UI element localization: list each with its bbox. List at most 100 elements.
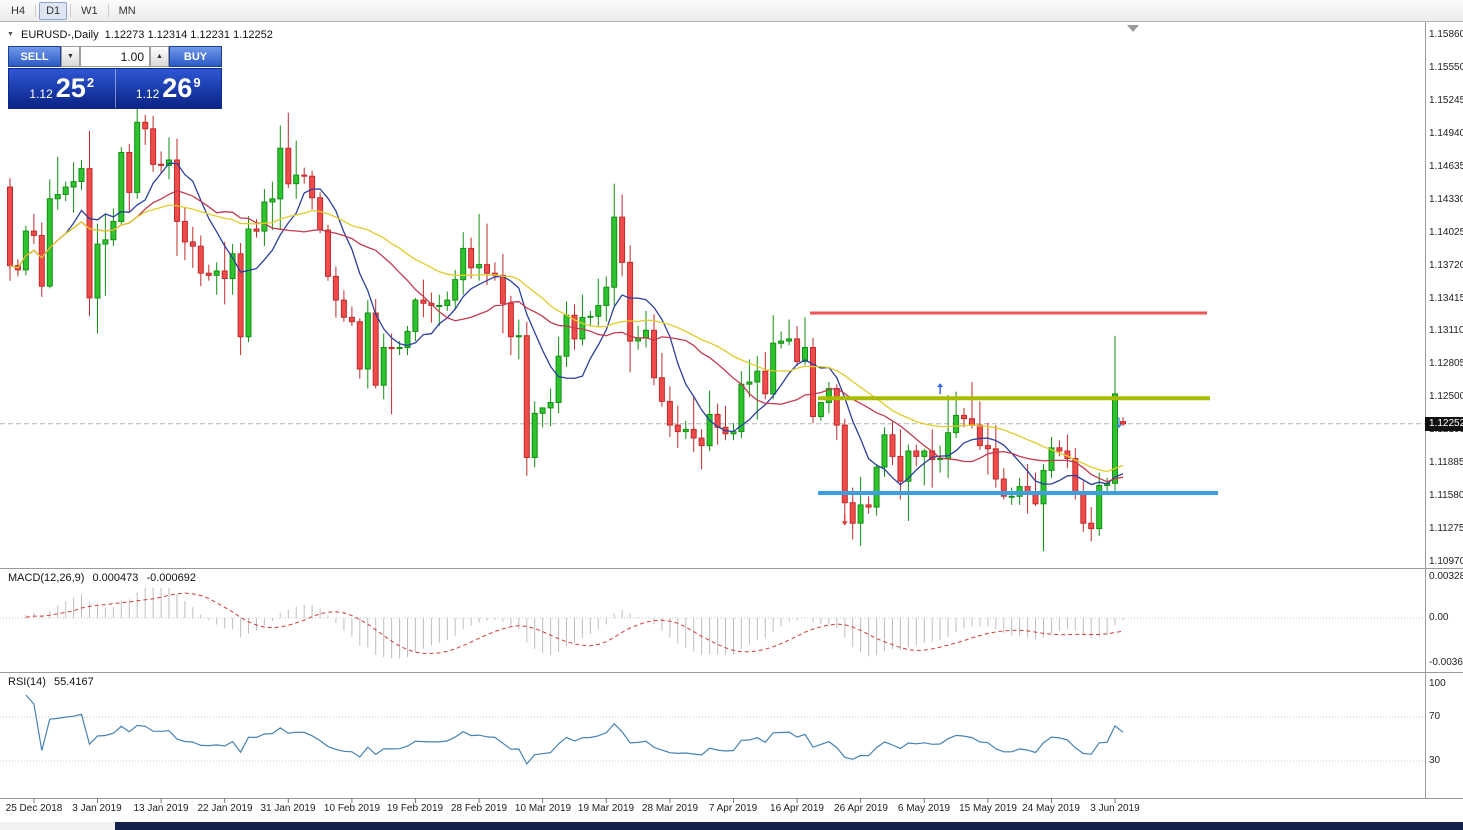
candle-body	[1048, 447, 1055, 471]
chart-plot-area[interactable]	[0, 22, 1463, 830]
candle-body	[619, 216, 626, 263]
candle-body	[897, 455, 904, 482]
tab-h4[interactable]: H4	[11, 4, 26, 17]
arrow-head	[1116, 424, 1123, 429]
tab-mn[interactable]: MN	[118, 4, 136, 17]
candle-body	[611, 216, 618, 288]
sell-price-button[interactable]: 1.12 25 2	[9, 69, 116, 108]
tab-d1[interactable]: D1	[39, 1, 68, 20]
price-scale-label: 1.14025	[1429, 227, 1463, 238]
candle-body	[810, 347, 816, 417]
price-scale-label: 1.13110	[1429, 325, 1463, 336]
candle-body	[754, 370, 761, 383]
tab-w1[interactable]: W1	[81, 4, 98, 17]
rsi-indicator-label: RSI(14) 55.4167	[8, 676, 99, 688]
candle-body	[468, 247, 475, 269]
one-click-collapse-icon[interactable]: ▼	[7, 31, 14, 38]
chart-shift-marker-icon	[1127, 25, 1139, 32]
candle-body	[794, 338, 801, 362]
time-axis-label: 13 Jan 2019	[133, 803, 189, 814]
price-scale-label: 1.14330	[1429, 194, 1463, 205]
candle-body	[1120, 421, 1126, 425]
candle-body	[1096, 485, 1103, 530]
candle-body	[953, 414, 960, 434]
candle-body	[849, 502, 856, 524]
candle-body	[587, 315, 594, 318]
candle-body	[356, 321, 363, 370]
candle-body	[969, 418, 975, 426]
rsi-scale-label: 30	[1429, 755, 1441, 766]
moving-average-17	[9, 189, 1124, 483]
price-scale-label: 1.15245	[1429, 95, 1463, 106]
price-scale-label: 1.12500	[1429, 391, 1463, 402]
candle-body	[269, 198, 276, 203]
arrow-head	[937, 383, 944, 388]
candle-body	[325, 229, 331, 277]
buy-button[interactable]: BUY	[169, 46, 222, 67]
timeframe-toolbar: H4 D1 W1 MN	[0, 0, 1463, 22]
time-axis-label: 19 Feb 2019	[386, 803, 444, 814]
candle-body	[189, 241, 196, 247]
candle-body	[380, 347, 387, 386]
candle-body	[563, 314, 570, 357]
toolbar-separator	[35, 4, 37, 17]
rsi-layer	[0, 694, 1425, 765]
volume-increase-button[interactable]: ▲	[150, 46, 169, 67]
candle-body	[7, 186, 13, 267]
candle-body	[905, 450, 912, 482]
volume-input[interactable]	[80, 46, 150, 67]
candle-body	[651, 329, 657, 379]
candle-body	[221, 270, 228, 279]
candle-body	[22, 230, 29, 271]
candle-body	[786, 338, 793, 342]
candle-body	[921, 450, 928, 457]
candle-body	[817, 402, 824, 417]
candle-body	[420, 299, 427, 304]
candle-body	[158, 163, 165, 166]
one-click-price-row: 1.12 25 2 1.12 26 9	[8, 68, 222, 109]
time-axis-label: 16 Apr 2019	[770, 803, 824, 814]
candle-body	[142, 121, 149, 130]
buy-price-prefix: 1.12	[135, 86, 160, 101]
sell-price-big: 25	[55, 73, 86, 103]
time-axis-label: 7 Apr 2019	[708, 803, 758, 814]
volume-decrease-button[interactable]: ▼	[61, 46, 80, 67]
chart-symbol-label: EURUSD-,Daily	[21, 29, 99, 41]
trade-arrow-marker	[937, 383, 944, 395]
candle-body	[603, 286, 610, 307]
price-scale-label: 1.14940	[1429, 128, 1463, 139]
price-scale-label: 1.13720	[1429, 260, 1463, 271]
toolbar-separator	[70, 4, 72, 17]
horizontal-scrollbar-thumb[interactable]	[115, 822, 1463, 830]
candle-body	[309, 175, 316, 199]
candle-body	[833, 388, 840, 426]
candle-body	[293, 174, 300, 185]
candle-body	[134, 121, 141, 193]
candle-body	[706, 413, 713, 447]
candle-body	[277, 147, 284, 200]
one-click-top-row: SELL ▼ ▲ BUY	[8, 46, 222, 67]
rsi-name: RSI(14)	[8, 676, 46, 688]
candle-body	[86, 168, 93, 299]
buy-price-button[interactable]: 1.12 26 9	[116, 69, 222, 108]
candle-body	[682, 428, 689, 433]
candle-body	[452, 279, 459, 301]
candle-body	[94, 243, 101, 299]
candle-body	[150, 128, 157, 165]
candle-body	[802, 347, 808, 362]
trade-arrow-marker	[1116, 417, 1123, 429]
candle-body	[317, 197, 324, 231]
candle-body	[444, 299, 451, 307]
candle-body	[499, 274, 506, 304]
toolbar-separator	[107, 4, 109, 17]
price-scale-label: 1.12805	[1429, 358, 1463, 369]
sell-button[interactable]: SELL	[8, 46, 61, 67]
candle-body	[332, 275, 339, 301]
rsi-scale-label: 70	[1429, 711, 1441, 722]
candle-body	[404, 330, 411, 349]
time-axis-label: 10 Feb 2019	[323, 803, 381, 814]
chart-ohlc-values: 1.12273 1.12314 1.12231 1.12252	[104, 29, 273, 41]
candle-body	[38, 235, 45, 287]
candle-body	[197, 245, 204, 274]
